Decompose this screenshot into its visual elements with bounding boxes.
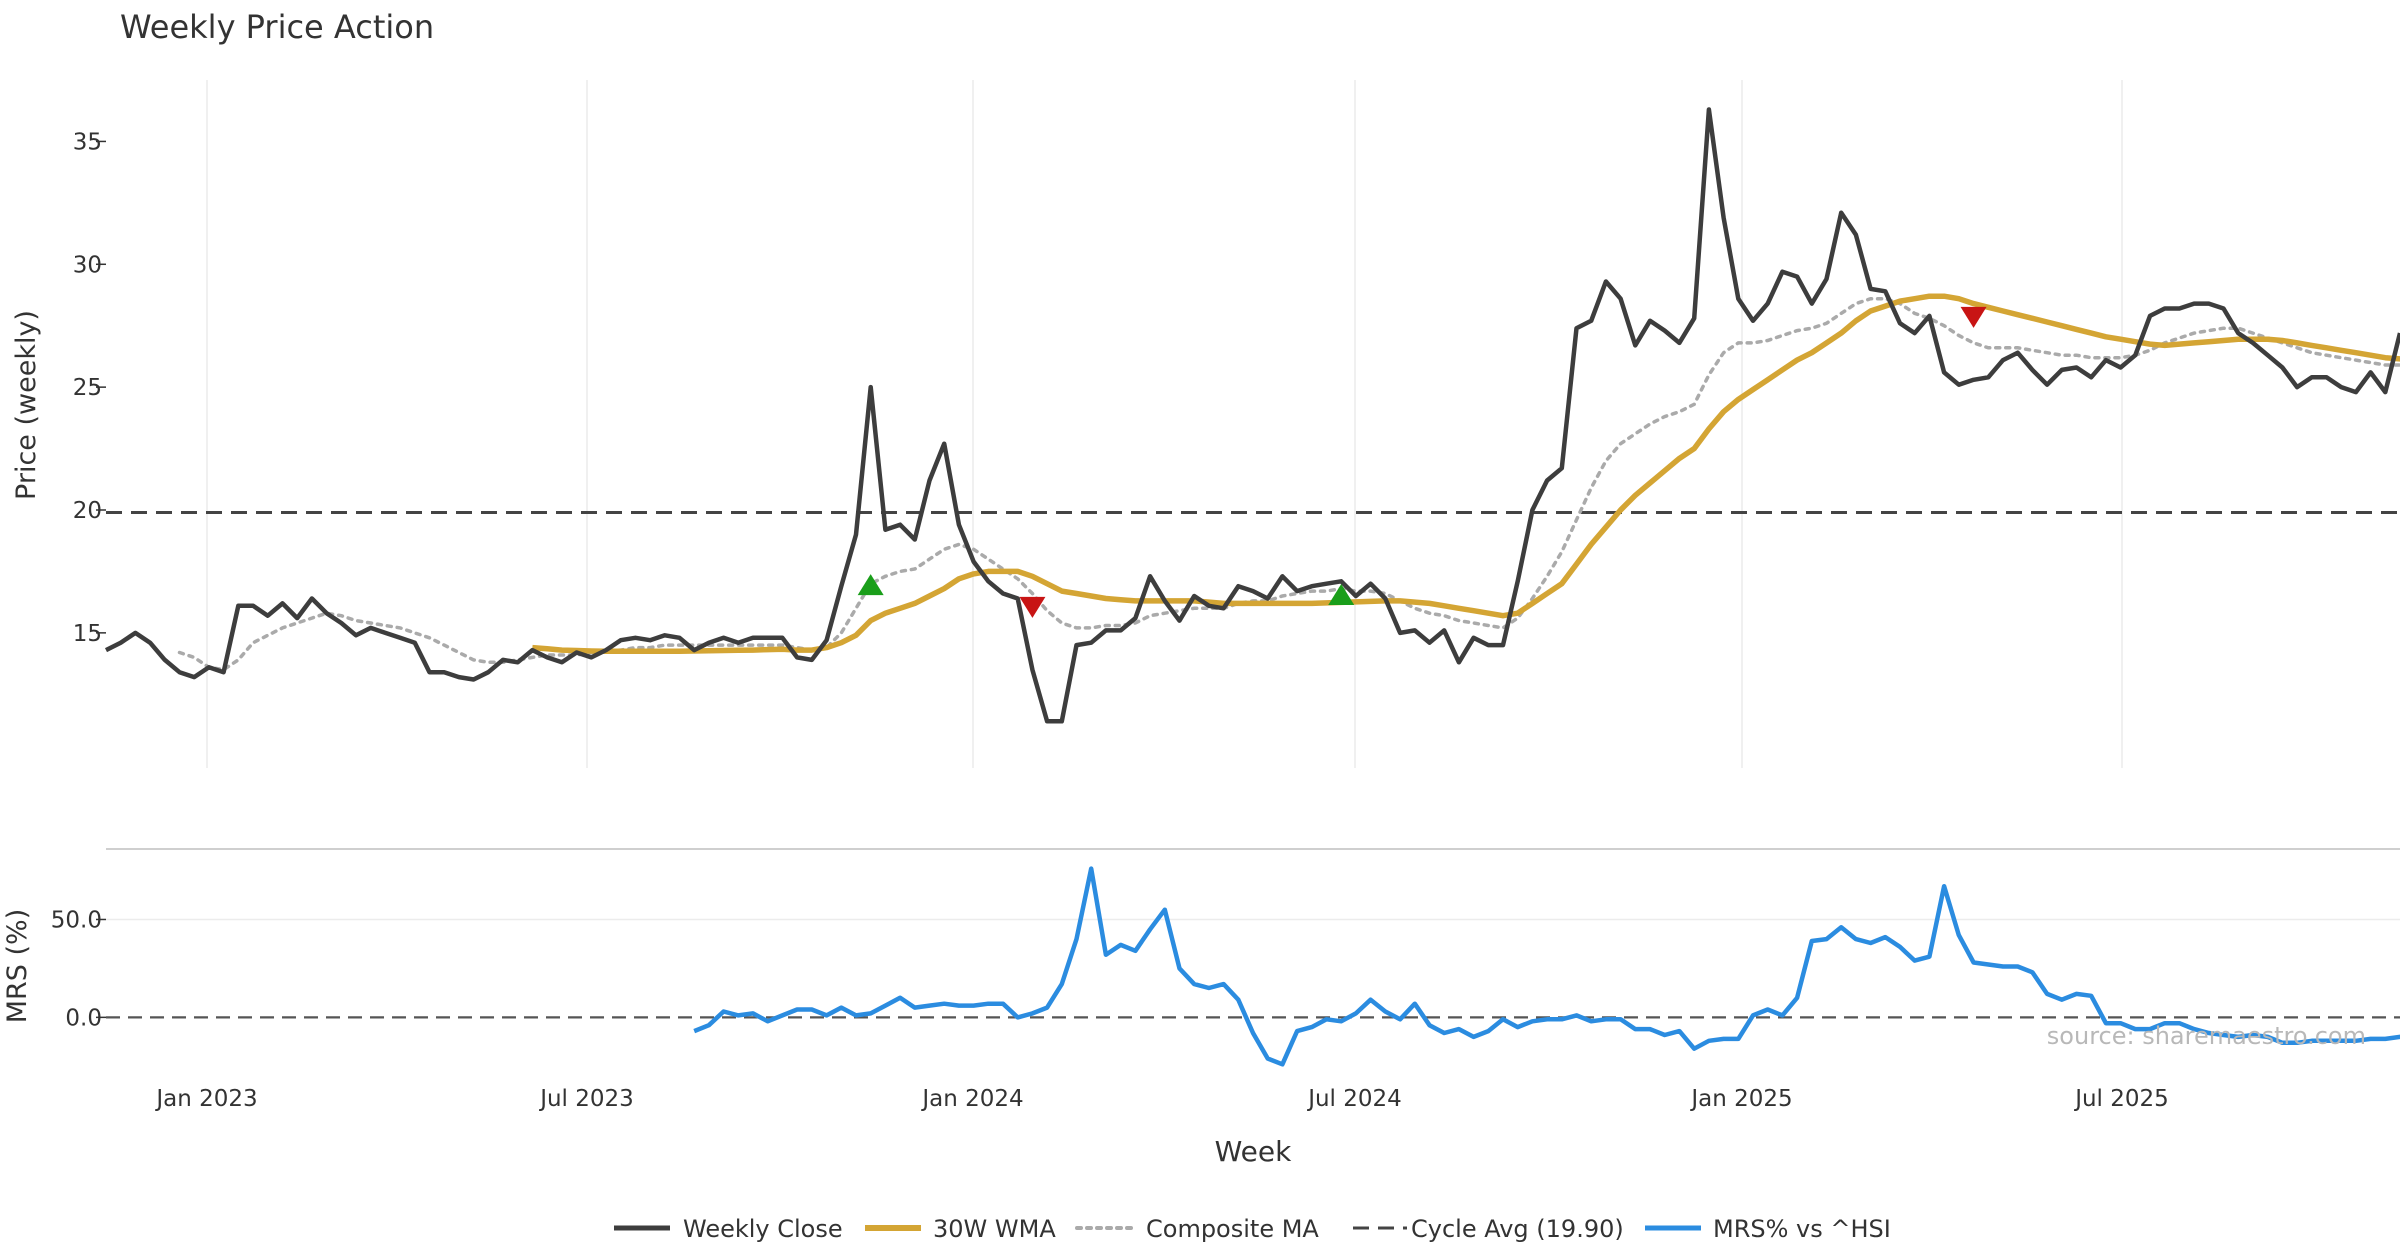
sell-signal-marker xyxy=(1019,596,1046,618)
legend-item-cycle-avg: Cycle Avg (19.90) xyxy=(1353,1215,1624,1243)
mrs-y-axis-label: MRS (%) xyxy=(2,909,33,1024)
price-y-ticks: 15 20 25 30 35 xyxy=(73,129,106,647)
chart-title: Weekly Price Action xyxy=(120,8,434,46)
wma-line xyxy=(532,293,2400,655)
legend-item-weekly-close: Weekly Close xyxy=(614,1215,843,1243)
watermark: source: sharemaestro.com xyxy=(2047,1022,2366,1050)
x-gridlines xyxy=(206,80,2123,768)
buy-signal-marker xyxy=(857,574,884,596)
mrs-y-ticks: 0.0 50.0 xyxy=(51,907,2400,1031)
legend-item-wma: 30W WMA xyxy=(865,1215,1056,1243)
x-tick-label: Jul 2024 xyxy=(1306,1086,1402,1112)
signal-markers xyxy=(857,306,1987,618)
price-y-tick-label: 25 xyxy=(73,375,102,401)
composite-ma-line xyxy=(177,296,2400,672)
legend-label: Composite MA xyxy=(1146,1215,1319,1243)
x-axis-label: Week xyxy=(1215,1135,1292,1168)
x-tick-label: Jul 2023 xyxy=(538,1086,634,1112)
weekly-close-line xyxy=(104,107,2400,724)
legend-label: 30W WMA xyxy=(933,1215,1056,1243)
buy-signal-marker xyxy=(1328,584,1355,605)
mrs-line xyxy=(693,866,2400,1067)
legend-label: Cycle Avg (19.90) xyxy=(1411,1215,1624,1243)
mrs-y-tick-label: 50.0 xyxy=(51,907,102,933)
legend: Weekly Close 30W WMA Composite MA Cycle … xyxy=(614,1215,1891,1243)
legend-item-composite-ma: Composite MA xyxy=(1075,1215,1319,1243)
price-y-tick-label: 20 xyxy=(73,498,102,524)
legend-item-mrs: MRS% vs ^HSI xyxy=(1645,1215,1891,1243)
x-tick-label: Jan 2023 xyxy=(154,1086,257,1112)
x-tick-label: Jan 2025 xyxy=(1689,1086,1792,1112)
sell-signal-marker xyxy=(1960,306,1987,328)
x-tick-label: Jan 2024 xyxy=(920,1086,1023,1112)
legend-label: Weekly Close xyxy=(683,1215,843,1243)
price-y-tick-label: 35 xyxy=(73,129,102,155)
price-y-axis-label: Price (weekly) xyxy=(11,310,42,500)
price-y-tick-label: 15 xyxy=(73,621,102,647)
legend-label: MRS% vs ^HSI xyxy=(1713,1215,1891,1243)
x-tick-labels: Jan 2023 Jul 2023 Jan 2024 Jul 2024 Jan … xyxy=(154,1086,2168,1112)
mrs-y-tick-label: 0.0 xyxy=(65,1005,102,1031)
price-y-tick-label: 30 xyxy=(73,252,102,278)
x-tick-label: Jul 2025 xyxy=(2073,1086,2169,1112)
